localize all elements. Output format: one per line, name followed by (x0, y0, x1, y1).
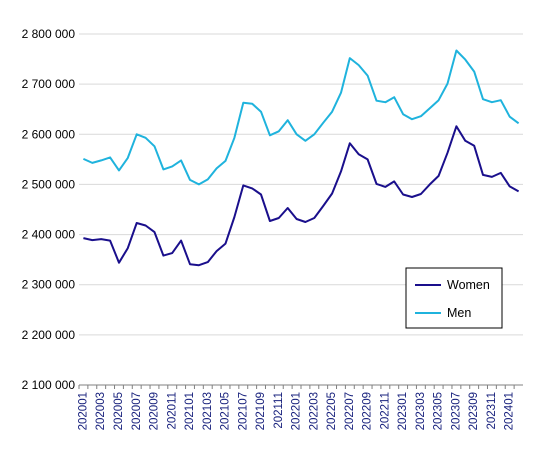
x-tick-label: 202007 (131, 392, 143, 430)
legend-box (405, 267, 503, 329)
y-tick-label: 2 300 000 (22, 278, 76, 292)
y-tick-label: 2 600 000 (22, 127, 76, 141)
x-tick-label: 202401 (504, 392, 516, 430)
x-tick-label: 202011 (166, 392, 178, 430)
x-tick-label: 202003 (95, 392, 107, 430)
legend-label-men: Men (447, 306, 471, 320)
x-tick-label: 202009 (149, 392, 161, 430)
x-axis-ticks: 202001 202003 202005 202007 202009 202011 2021… (77, 385, 516, 430)
x-tick-label: 202309 (468, 392, 480, 430)
x-tick-label: 202303 (415, 392, 427, 430)
y-axis-ticks: 2 100 000 2 200 000 2 300 000 2 400 000 2 50… (22, 27, 76, 392)
y-tick-label: 2 500 000 (22, 177, 76, 191)
x-tick-label: 202101 (184, 392, 196, 430)
series-line-women (83, 125, 520, 267)
x-tick-label: 202311 (486, 392, 498, 430)
y-tick-label: 2 200 000 (22, 328, 76, 342)
x-tick-label: 202207 (344, 392, 356, 430)
series-lines (82, 49, 520, 267)
x-tick-label: 202109 (255, 392, 267, 430)
series-line-men (82, 49, 520, 186)
legend-label-women: Women (447, 278, 490, 292)
x-tick-label: 202211 (379, 392, 391, 430)
y-tick-label: 2 700 000 (22, 77, 76, 91)
y-tick-label: 2 800 000 (22, 27, 76, 41)
x-tick-label: 202105 (220, 392, 232, 430)
y-tick-label: 2 100 000 (22, 378, 76, 392)
x-tick-label: 202209 (362, 392, 374, 430)
legend: Women Men (405, 267, 503, 329)
x-tick-label: 202201 (291, 392, 303, 430)
x-tick-label: 202107 (237, 392, 249, 430)
x-tick-label: 202305 (433, 392, 445, 430)
gridlines (79, 33, 523, 336)
x-tick-label: 202301 (397, 392, 409, 430)
x-tick-label: 202103 (202, 392, 214, 430)
x-tick-label: 202111 (273, 392, 285, 429)
x-tick-label: 202205 (326, 392, 338, 430)
x-tick-label: 202307 (450, 392, 462, 430)
y-tick-label: 2 400 000 (22, 228, 76, 242)
x-tick-label: 202005 (113, 392, 125, 430)
x-tick-label: 202001 (77, 392, 89, 430)
x-tick-label: 202203 (308, 392, 320, 430)
